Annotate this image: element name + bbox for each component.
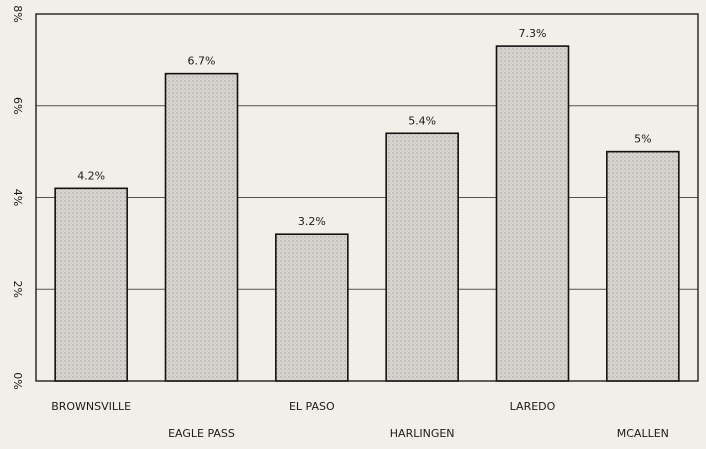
value-label-brownsville: 4.2%	[77, 169, 105, 182]
plot-frame	[35, 13, 699, 382]
category-label-eagle-pass: EAGLE PASS	[168, 427, 235, 440]
category-label-harlingen: HARLINGEN	[390, 427, 455, 440]
y-tick-label-4: 4%	[11, 189, 24, 206]
y-tick-label-2: 2%	[11, 281, 24, 298]
value-label-eagle-pass: 6.7%	[188, 55, 216, 68]
bar-el-paso	[275, 233, 349, 382]
bar-brownsville	[54, 187, 128, 382]
category-label-el-paso: EL PASO	[289, 400, 335, 413]
y-tick-label-6: 6%	[11, 97, 24, 114]
category-label-brownsville: BROWNSVILLE	[51, 400, 131, 413]
value-label-laredo: 7.3%	[519, 27, 547, 40]
category-labels: BROWNSVILLE EAGLE PASS EL PASO HARLINGEN LAR…	[51, 400, 669, 440]
category-label-laredo: LAREDO	[510, 400, 556, 413]
y-tick-label-0: 0%	[11, 372, 24, 389]
y-tick-label-8: 8%	[11, 5, 24, 22]
y-axis-tick-labels: 0% 2% 4% 6% 8%	[11, 5, 24, 389]
value-label-el-paso: 3.2%	[298, 215, 326, 228]
bars	[54, 45, 680, 382]
value-labels: 4.2% 6.7% 3.2% 5.4% 7.3% 5%	[77, 27, 651, 228]
category-label-mcallen: MCALLEN	[617, 427, 669, 440]
bar-eagle-pass	[164, 72, 239, 382]
bar-mcallen	[606, 150, 680, 382]
value-label-mcallen: 5%	[634, 133, 651, 146]
bar-laredo	[495, 45, 570, 382]
bar-harlingen	[385, 132, 459, 382]
value-label-harlingen: 5.4%	[408, 114, 436, 127]
gridlines	[36, 105, 698, 290]
